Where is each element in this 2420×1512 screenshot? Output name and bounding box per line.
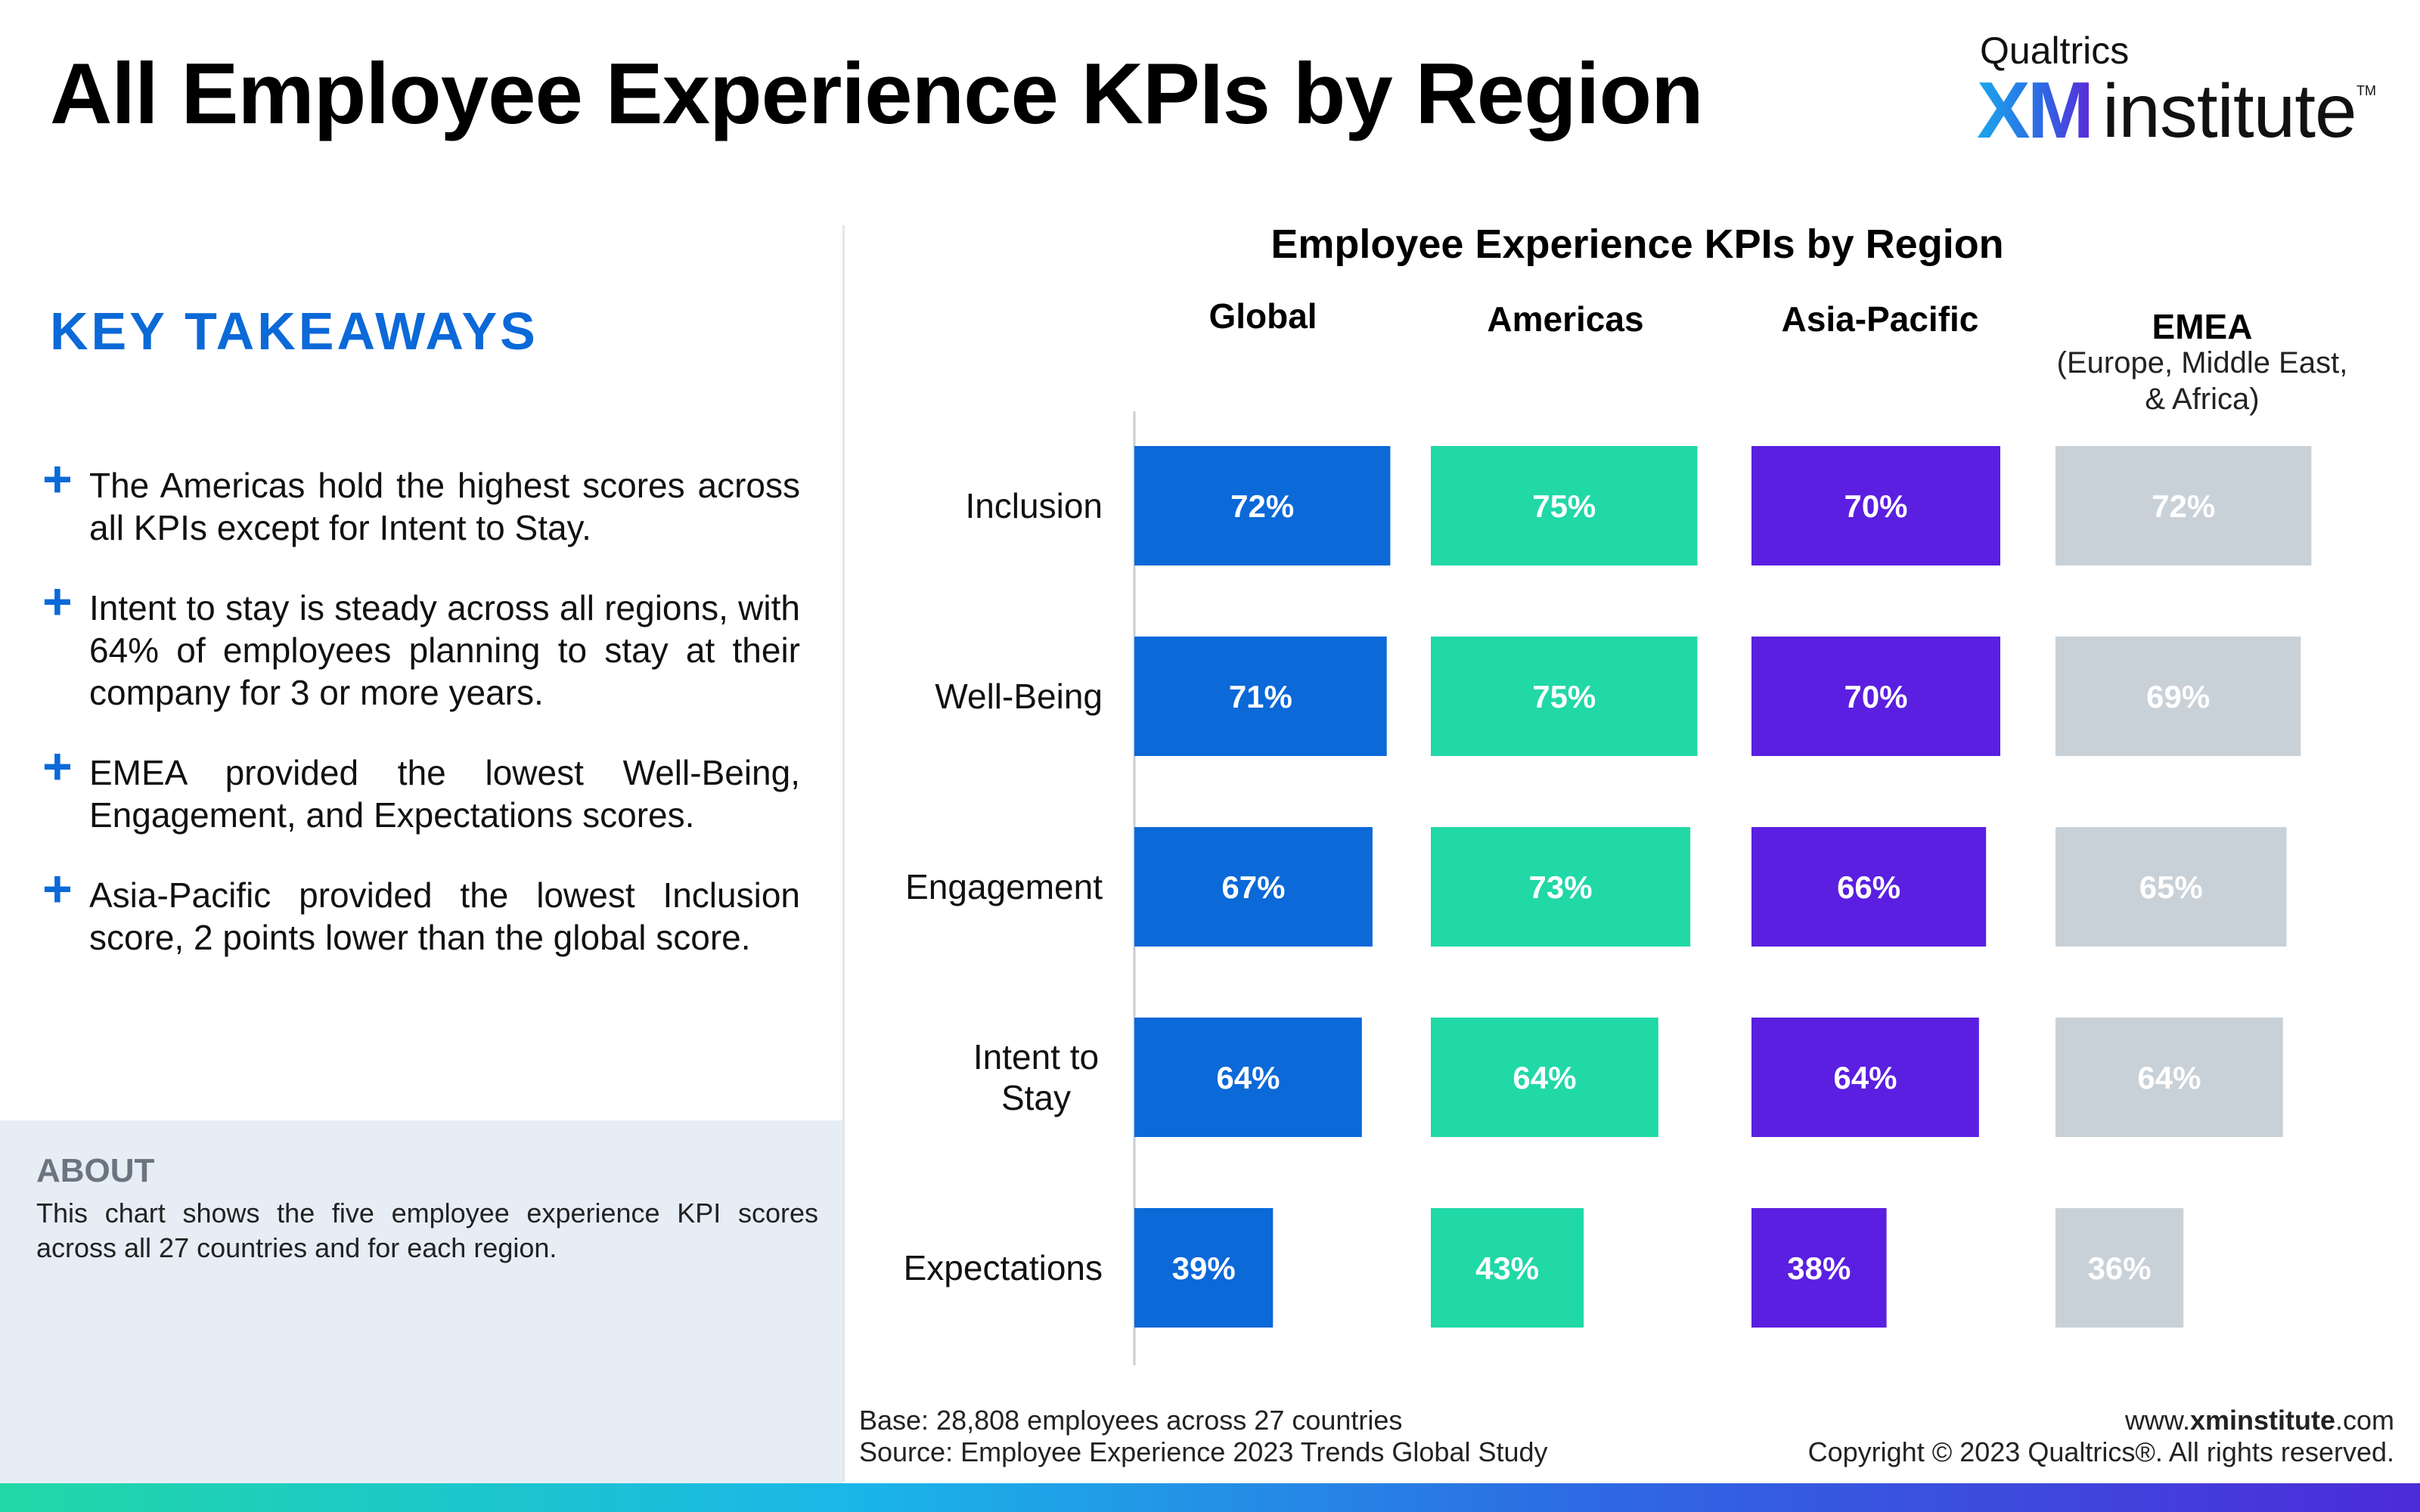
source-note: Source: Employee Experience 2023 Trends …	[859, 1436, 1548, 1467]
region-name: EMEA	[2152, 307, 2253, 346]
kpi-label: Engagement	[905, 867, 1103, 906]
bar-data-label: 43%	[1475, 1250, 1539, 1286]
takeaway-item: + The Americas hold the highest scores a…	[42, 454, 800, 549]
about-title: ABOUT	[36, 1152, 155, 1189]
region-header-asia-pacific: Asia-Pacific	[1721, 301, 2039, 337]
takeaway-text: Intent to stay is steady across all regi…	[89, 588, 800, 712]
region-name: Asia-Pacific	[1781, 299, 1979, 339]
bar	[2055, 637, 2301, 756]
logo-trademark: TM	[2356, 83, 2376, 98]
bar	[2055, 446, 2312, 565]
kpi-label: Inclusion	[965, 486, 1103, 525]
bar	[2055, 827, 2287, 947]
bar	[1134, 1018, 1362, 1137]
logo-institute-text: institute	[2102, 69, 2357, 153]
kpi-label: Intent to	[973, 1037, 1099, 1077]
takeaway-item: + Intent to stay is steady across all re…	[42, 576, 800, 714]
takeaway-item: + Asia-Pacific provided the lowest Inclu…	[42, 863, 800, 959]
bar-data-label: 64%	[2137, 1060, 2201, 1095]
takeaway-item: + EMEA provided the lowest Well-Being, E…	[42, 741, 800, 836]
kpi-label: Stay	[1001, 1078, 1071, 1117]
bar-data-label: 72%	[2152, 488, 2215, 524]
vertical-divider	[842, 225, 845, 1482]
bar	[1431, 1018, 1658, 1137]
bar-data-label: 70%	[1844, 679, 1907, 714]
logo-qualtrics-text: Qualtrics	[1980, 29, 2130, 72]
chart-title: Employee Experience KPIs by Region	[1270, 222, 2004, 267]
bar	[1751, 446, 2000, 565]
bar	[1134, 637, 1387, 756]
bar-data-label: 39%	[1172, 1250, 1236, 1286]
bar	[1134, 1208, 1274, 1328]
footer-left: Base: 28,808 employees across 27 countri…	[859, 1405, 1548, 1468]
takeaway-text: EMEA provided the lowest Well-Being, Eng…	[89, 753, 800, 835]
region-subtitle: (Europe, Middle East, & Africa)	[2056, 346, 2348, 416]
bar-data-label: 64%	[1216, 1060, 1280, 1095]
region-name: Global	[1208, 296, 1317, 336]
bar-data-label: 72%	[1230, 488, 1294, 524]
bar-data-label: 71%	[1229, 679, 1292, 714]
bar-data-label: 64%	[1512, 1060, 1576, 1095]
takeaway-text: The Americas hold the highest scores acr…	[89, 466, 800, 547]
region-name: Americas	[1487, 299, 1644, 339]
bar-data-label: 65%	[2139, 869, 2203, 905]
region-header-americas: Americas	[1407, 301, 1724, 337]
bar-data-label: 38%	[1787, 1250, 1851, 1286]
bar	[1431, 1208, 1584, 1328]
bar	[1751, 827, 1987, 947]
plus-icon: +	[42, 738, 73, 795]
bar	[1134, 827, 1373, 947]
kpi-label: Well-Being	[935, 677, 1103, 716]
bar	[1134, 446, 1391, 565]
bar	[2055, 1208, 2184, 1328]
website-url[interactable]: www.xminstitute.com	[2124, 1405, 2394, 1436]
bar	[1751, 637, 2000, 756]
bar-data-label: 64%	[1833, 1060, 1897, 1095]
region-header-emea: EMEA (Europe, Middle East, & Africa)	[2043, 308, 2361, 417]
about-panel: ABOUT This chart shows the five employee…	[0, 1120, 842, 1483]
plus-icon: +	[42, 451, 73, 508]
footer-right: www.xminstitute.com Copyright © 2023 Qua…	[1808, 1405, 2394, 1468]
bar-data-label: 67%	[1221, 869, 1285, 905]
region-header-global: Global	[1104, 298, 1422, 334]
bar-data-label: 36%	[2088, 1250, 2152, 1286]
bar	[1431, 827, 1691, 947]
page-title: All Employee Experience KPIs by Region	[50, 46, 1704, 142]
bar	[1431, 446, 1698, 565]
bar	[1751, 1018, 1979, 1137]
xm-institute-logo: Qualtrics XM institute TM	[1977, 29, 2376, 155]
bar-data-label: 69%	[2146, 679, 2210, 714]
bar	[1751, 1208, 1887, 1328]
logo-xm-text: XM	[1977, 66, 2094, 155]
takeaways-list: + The Americas hold the highest scores a…	[42, 454, 800, 996]
bar-data-label: 66%	[1837, 869, 1900, 905]
bar	[1431, 637, 1698, 756]
bar	[2055, 1018, 2283, 1137]
copyright-text: Copyright © 2023 Qualtrics®. All rights …	[1807, 1436, 2394, 1467]
key-takeaways-heading: KEY TAKEAWAYS	[50, 302, 538, 361]
bar-data-label: 75%	[1532, 488, 1596, 524]
bar-data-label: 75%	[1532, 679, 1596, 714]
plus-icon: +	[42, 860, 73, 918]
kpi-label: Expectations	[904, 1248, 1103, 1287]
bar-data-label: 70%	[1844, 488, 1907, 524]
bar-data-label: 73%	[1529, 869, 1593, 905]
gradient-footer-band	[0, 1483, 2420, 1512]
plus-icon: +	[42, 573, 73, 631]
about-text: This chart shows the five employee exper…	[36, 1198, 818, 1263]
base-note: Base: 28,808 employees across 27 countri…	[859, 1405, 1403, 1436]
takeaway-text: Asia-Pacific provided the lowest Inclusi…	[89, 875, 800, 957]
